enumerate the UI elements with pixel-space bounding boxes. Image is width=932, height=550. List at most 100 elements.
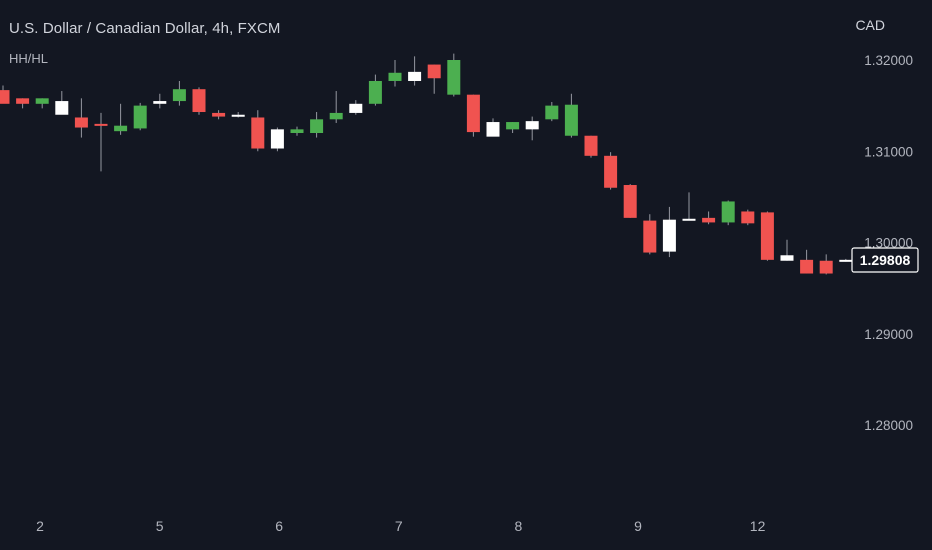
price-tick-label: 1.29000: [864, 327, 913, 342]
candles-layer: [0, 53, 853, 275]
candle[interactable]: [349, 100, 363, 115]
candle-body: [702, 217, 716, 223]
candle[interactable]: [741, 209, 755, 226]
candle[interactable]: [486, 118, 500, 137]
symbol-title[interactable]: U.S. Dollar / Canadian Dollar, 4h, FXCM: [9, 20, 281, 37]
candle[interactable]: [290, 126, 304, 136]
last-price-label: 1.29808: [860, 252, 911, 268]
candle-body: [94, 123, 108, 126]
candle-body: [310, 119, 324, 133]
candle-body: [270, 129, 284, 149]
candle[interactable]: [74, 98, 88, 138]
candle-body: [721, 201, 735, 223]
candle[interactable]: [662, 206, 676, 258]
candle[interactable]: [212, 110, 226, 120]
candle[interactable]: [819, 254, 833, 275]
indicator-label[interactable]: HH/HL: [9, 51, 49, 66]
candle-body: [447, 60, 461, 95]
price-tick-label: 1.32000: [864, 53, 913, 68]
candle[interactable]: [584, 135, 598, 158]
candle[interactable]: [114, 103, 128, 135]
candle[interactable]: [310, 112, 324, 138]
candle-body: [682, 218, 696, 221]
time-tick-label: 9: [634, 518, 642, 534]
candle[interactable]: [94, 112, 108, 172]
candle[interactable]: [388, 60, 402, 87]
candle-body: [545, 105, 559, 120]
candle-body: [231, 114, 245, 117]
candle-body: [564, 104, 578, 136]
candle[interactable]: [55, 91, 69, 115]
candle-body: [153, 101, 167, 104]
candle-body: [55, 101, 69, 115]
candle[interactable]: [839, 258, 853, 262]
candle-body: [172, 89, 186, 102]
price-tick-label: 1.31000: [864, 144, 913, 159]
time-tick-label: 12: [750, 518, 766, 534]
price-tick-label: 1.30000: [864, 236, 913, 251]
candle[interactable]: [427, 64, 441, 94]
candle[interactable]: [780, 239, 794, 261]
candle-body: [584, 135, 598, 156]
candle-body: [760, 212, 774, 260]
time-tick-label: 7: [395, 518, 403, 534]
candle[interactable]: [35, 98, 49, 109]
candle[interactable]: [251, 110, 265, 152]
price-axis[interactable]: 1.32000 1.31000 1.30000 1.29000 1.28000: [864, 53, 913, 433]
candle-body: [741, 211, 755, 224]
candle-body: [212, 112, 226, 117]
candle[interactable]: [545, 101, 559, 122]
candle-body: [0, 90, 10, 104]
candle[interactable]: [231, 112, 245, 118]
candle[interactable]: [721, 200, 735, 226]
candle[interactable]: [525, 116, 539, 141]
candle[interactable]: [702, 211, 716, 225]
candle[interactable]: [643, 214, 657, 255]
time-tick-label: 5: [156, 518, 164, 534]
candle[interactable]: [192, 87, 206, 115]
candle-body: [819, 260, 833, 274]
candle[interactable]: [564, 93, 578, 138]
candle[interactable]: [0, 85, 10, 104]
candle[interactable]: [447, 53, 461, 97]
candle[interactable]: [760, 211, 774, 261]
candle[interactable]: [408, 56, 422, 86]
candle-body: [368, 80, 382, 104]
candle-body: [388, 72, 402, 81]
candle-body: [643, 220, 657, 253]
candle-body: [662, 219, 676, 252]
candle-body: [329, 112, 343, 120]
candle[interactable]: [329, 91, 343, 123]
time-axis[interactable]: 2 5 6 7 8 9 12: [36, 518, 765, 534]
candle-body: [408, 71, 422, 81]
currency-label: CAD: [855, 17, 885, 33]
time-tick-label: 6: [275, 518, 283, 534]
candle[interactable]: [800, 249, 814, 274]
candle-body: [427, 64, 441, 79]
candle[interactable]: [133, 102, 147, 131]
last-price-marker: 1.29808: [851, 247, 919, 273]
candle-body: [839, 259, 853, 262]
price-tick-label: 1.28000: [864, 418, 913, 433]
candle[interactable]: [506, 122, 520, 133]
candle-body: [780, 255, 794, 261]
candle[interactable]: [16, 98, 30, 109]
candle[interactable]: [153, 93, 167, 109]
candle[interactable]: [368, 74, 382, 106]
candle-body: [466, 94, 480, 133]
candle-body: [16, 98, 30, 104]
time-tick-label: 8: [515, 518, 523, 534]
candle[interactable]: [623, 184, 637, 218]
candle-body: [349, 103, 363, 113]
candle-body: [251, 117, 265, 149]
candle[interactable]: [604, 152, 618, 190]
candle[interactable]: [270, 127, 284, 152]
candle-body: [290, 129, 304, 133]
candle[interactable]: [682, 192, 696, 221]
candle[interactable]: [466, 94, 480, 137]
candle-body: [486, 122, 500, 137]
candle-body: [525, 121, 539, 130]
candle[interactable]: [172, 80, 186, 106]
